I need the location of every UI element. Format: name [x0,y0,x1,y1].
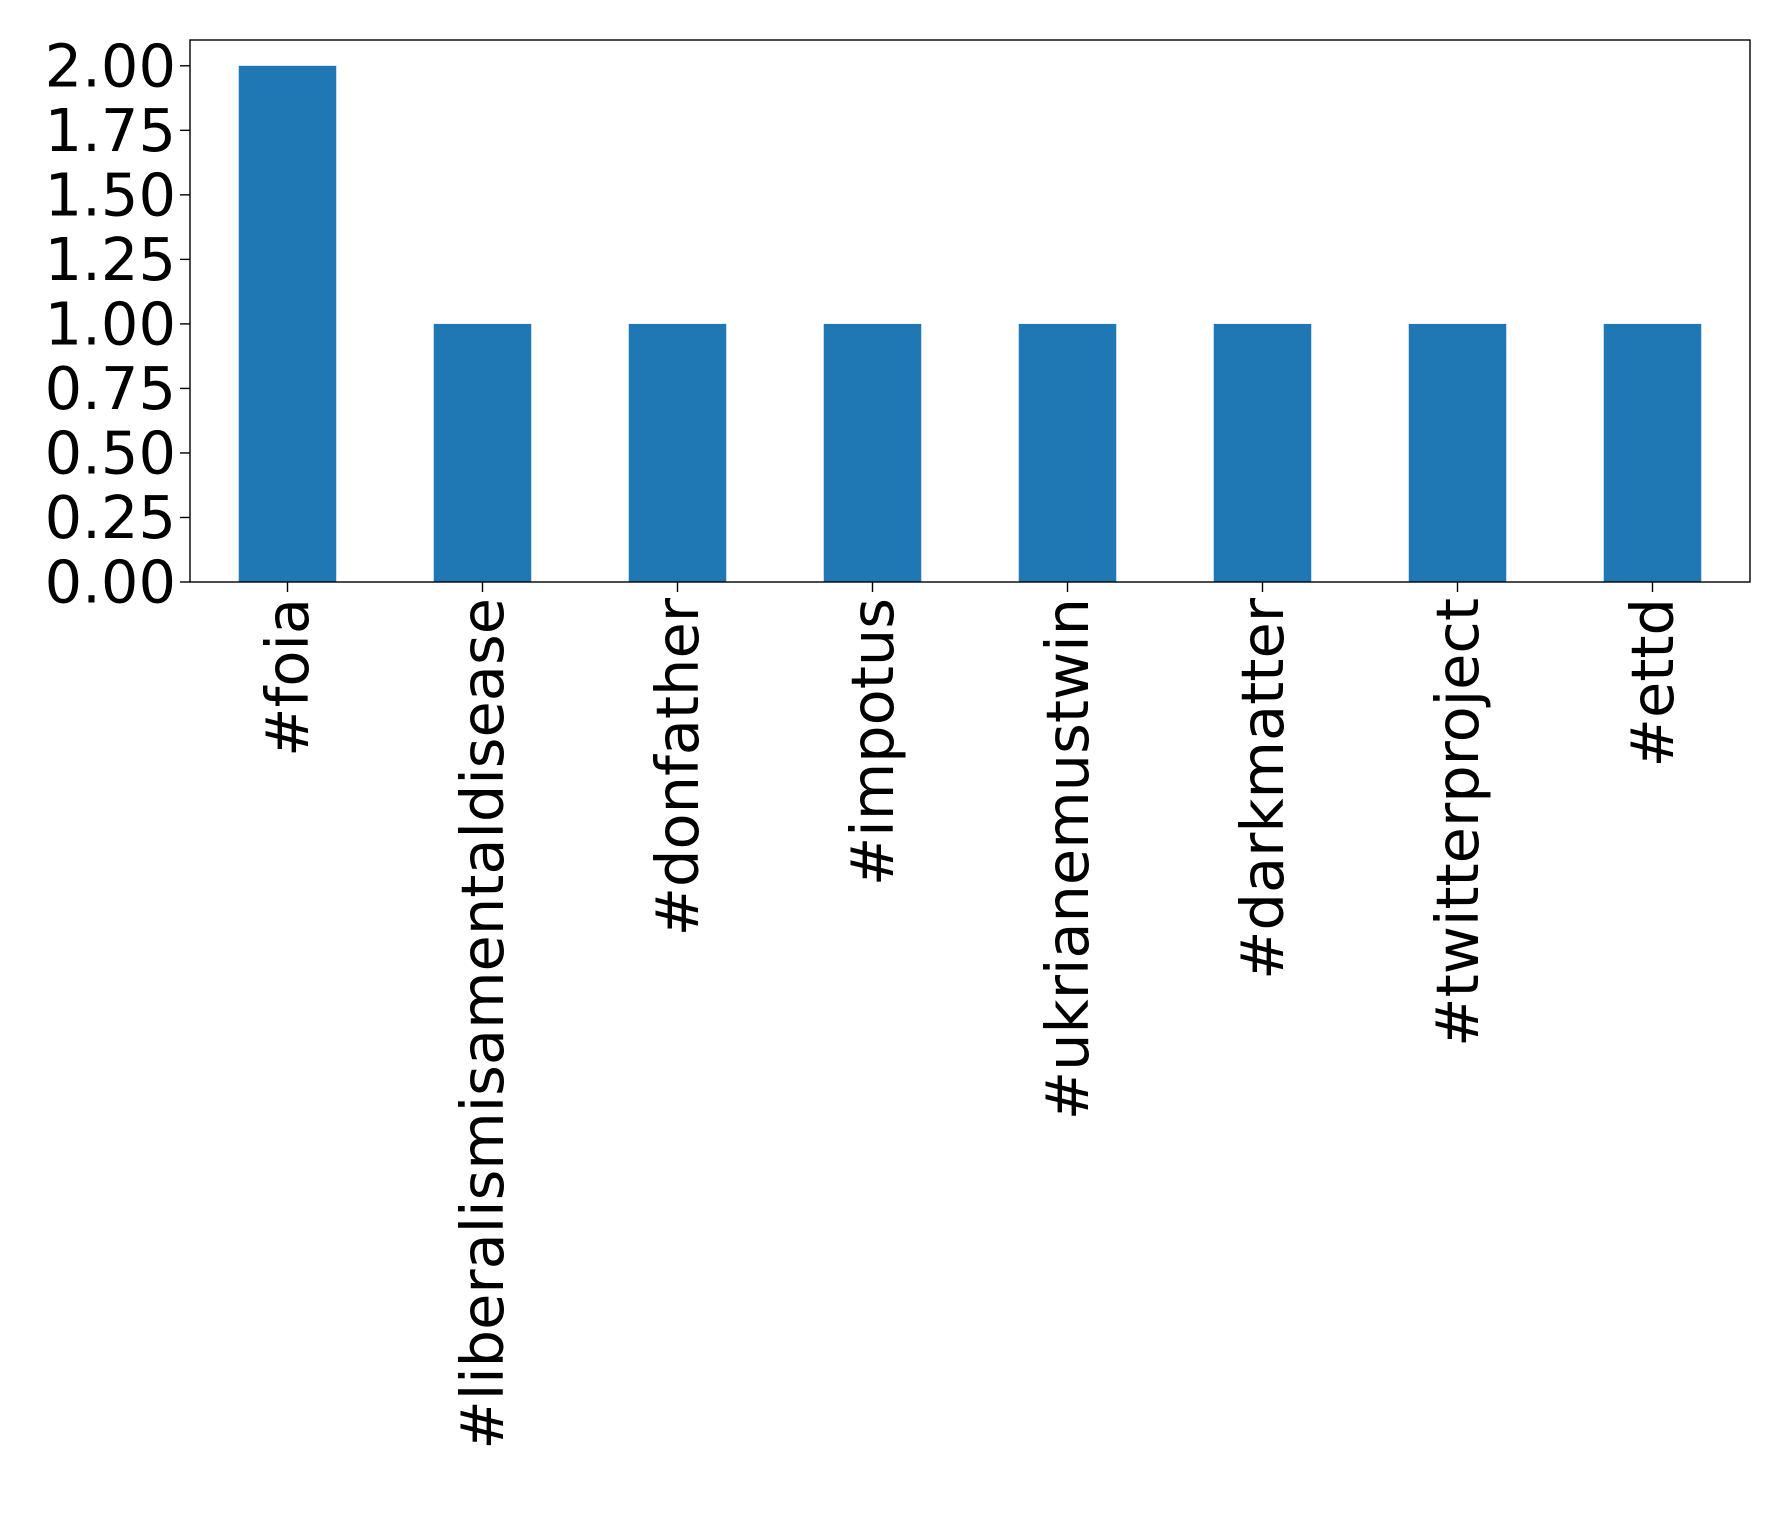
bar-twitterproject [1408,323,1507,582]
x-tick-label: #twitterproject [1423,598,1492,1047]
x-axis: #foia #liberalismisamentaldisease #donfath… [253,582,1687,1450]
y-axis: 0.000.250.500.751.001.251.501.752.00 [45,31,190,617]
x-tick-label: #darkmatter [1228,597,1297,980]
plot-frame [189,39,1751,583]
bar-liberalismisamentaldisease [433,323,532,582]
y-tick-label: 1.75 [45,96,176,165]
y-tick-label: 1.25 [45,225,176,294]
bars-group [238,65,1702,583]
y-tick-label: 1.50 [45,160,176,229]
y-tick-label: 0.25 [45,483,176,552]
x-tick-label: #liberalismisamentaldisease [448,598,517,1450]
bar-foia [238,65,337,583]
y-tick-label: 0.00 [45,548,176,617]
bar-darkmatter [1213,323,1312,582]
y-tick-label: 0.75 [45,354,176,423]
bar-impotus [823,323,922,582]
x-tick-label: #ettd [1618,598,1687,767]
x-tick-label: #donfather [643,597,712,936]
x-tick-label: #foia [253,598,322,757]
y-tick-label: 1.00 [45,289,176,358]
y-tick-label: 2.00 [45,31,176,100]
bar-ukrianemustwin [1018,323,1117,582]
y-tick-label: 0.50 [45,418,176,487]
x-tick-label: #impotus [838,598,907,886]
x-tick-label: #ukrianemustwin [1033,598,1102,1120]
bar-ettd [1603,323,1702,582]
bar-donfather [628,323,727,582]
